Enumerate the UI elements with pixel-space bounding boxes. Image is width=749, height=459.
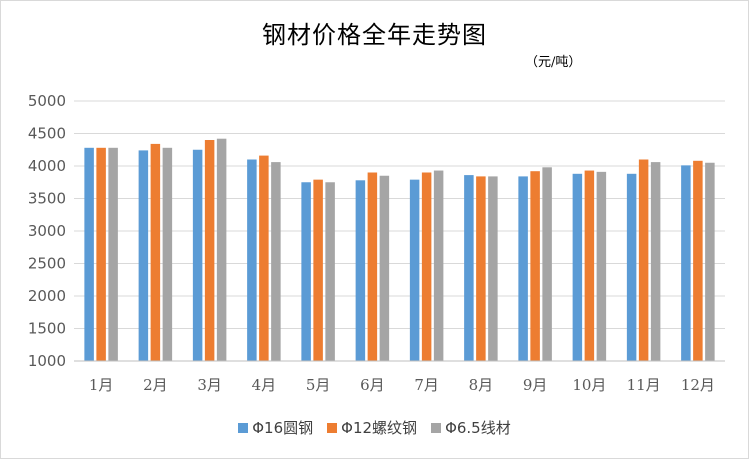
unit-label: （元/吨） [525,55,582,70]
legend-item: Φ12螺纹钢 [327,417,417,438]
x-tick-label: 7月 [414,376,439,394]
x-tick-label: 6月 [360,376,385,394]
bar [650,162,661,361]
bar [84,147,94,361]
x-tick-label: 10月 [572,376,606,394]
legend-swatch [431,422,442,433]
legend-label: Φ12螺纹钢 [341,419,418,437]
bar [192,149,203,361]
bar [271,162,281,361]
bar [693,160,703,361]
legend-label: Φ6.5线材 [445,419,511,437]
bar [259,155,269,361]
bar [518,176,528,361]
bar [705,162,715,361]
y-tick-label: 4000 [28,157,66,175]
bar [421,172,432,361]
bar [596,171,607,361]
x-tick-label: 5月 [306,376,331,394]
legend: Φ16圆钢 Φ12螺纹钢 Φ6.5线材 [1,417,748,438]
y-tick-label: 2000 [28,287,66,305]
bar [409,179,420,361]
bar [542,167,552,361]
bar [247,159,257,361]
y-tick-label: 3500 [28,190,66,208]
bar [681,165,691,361]
bar [162,147,173,361]
bar [150,143,161,361]
x-tick-label: 3月 [197,376,222,394]
bar [584,170,595,361]
bar [138,150,149,361]
bar [301,182,311,361]
legend-item: Φ6.5线材 [431,417,511,438]
bar [325,182,335,361]
bar [367,172,378,361]
x-tick-label: 4月 [252,376,277,394]
x-tick-label: 8月 [469,376,494,394]
bar [216,138,227,361]
x-tick-label: 1月 [89,376,114,394]
legend-swatch [238,422,249,433]
x-tick-label: 11月 [627,376,661,394]
y-tick-label: 2500 [28,255,66,273]
bar [433,170,444,361]
x-tick-label: 12月 [681,376,715,394]
y-tick-label: 3000 [28,222,66,240]
y-tick-label: 5000 [28,92,66,110]
y-tick-label: 1000 [28,352,66,370]
bar [476,176,486,361]
x-tick-label: 9月 [523,376,548,394]
x-tick-label: 2月 [143,376,168,394]
bar [464,175,474,361]
bar [96,147,106,361]
bar [488,176,498,361]
bar [313,179,323,361]
bar [204,140,215,361]
bar [626,173,637,361]
chart-title: 钢材价格全年走势图 [262,21,487,49]
bar [530,171,540,361]
bar [572,173,583,361]
bar [638,159,649,361]
legend-swatch [327,422,338,433]
plot-area: 1000 1500 2000 2500 3000 3500 4000 4500 5000 1月 2月… [28,92,725,394]
bar [355,180,366,361]
bar [108,147,118,361]
legend-label: Φ16圆钢 [252,419,314,437]
bar [379,175,390,361]
legend-item: Φ16圆钢 [238,417,313,438]
y-tick-label: 4500 [28,125,66,143]
y-tick-label: 1500 [28,320,66,338]
